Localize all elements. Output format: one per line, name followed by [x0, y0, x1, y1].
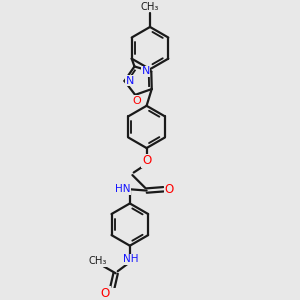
Text: N: N: [126, 76, 134, 86]
Text: O: O: [164, 183, 174, 196]
Text: CH₃: CH₃: [141, 2, 159, 12]
Text: N: N: [141, 67, 150, 76]
Text: CH₃: CH₃: [88, 256, 107, 266]
Text: O: O: [101, 286, 110, 300]
Text: O: O: [132, 96, 141, 106]
Text: HN: HN: [115, 184, 130, 194]
Text: O: O: [142, 154, 151, 167]
Text: NH: NH: [123, 254, 139, 264]
